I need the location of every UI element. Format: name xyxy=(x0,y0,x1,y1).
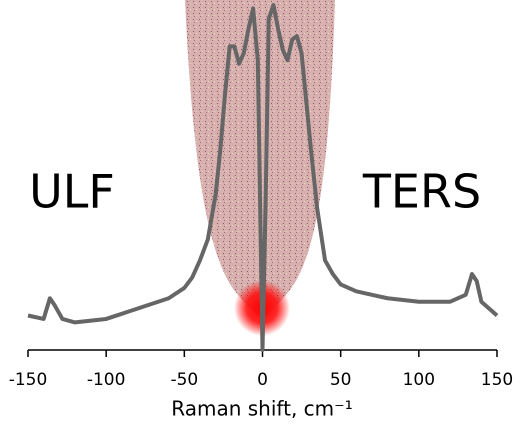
x-axis-label: Raman shift, cm⁻¹ xyxy=(171,397,352,421)
x-tick-label: 150 xyxy=(481,370,513,390)
x-tick-label: -150 xyxy=(9,370,48,390)
spectrum-line xyxy=(27,3,499,352)
x-tick-label: 100 xyxy=(403,370,435,390)
annotation: TERS xyxy=(362,165,481,219)
x-tick-label: 0 xyxy=(257,370,268,390)
x-tick-label: 50 xyxy=(330,370,352,390)
x-tick-label: -50 xyxy=(170,370,198,390)
x-tick-label: -100 xyxy=(87,370,126,390)
annotation: ULF xyxy=(29,165,115,219)
